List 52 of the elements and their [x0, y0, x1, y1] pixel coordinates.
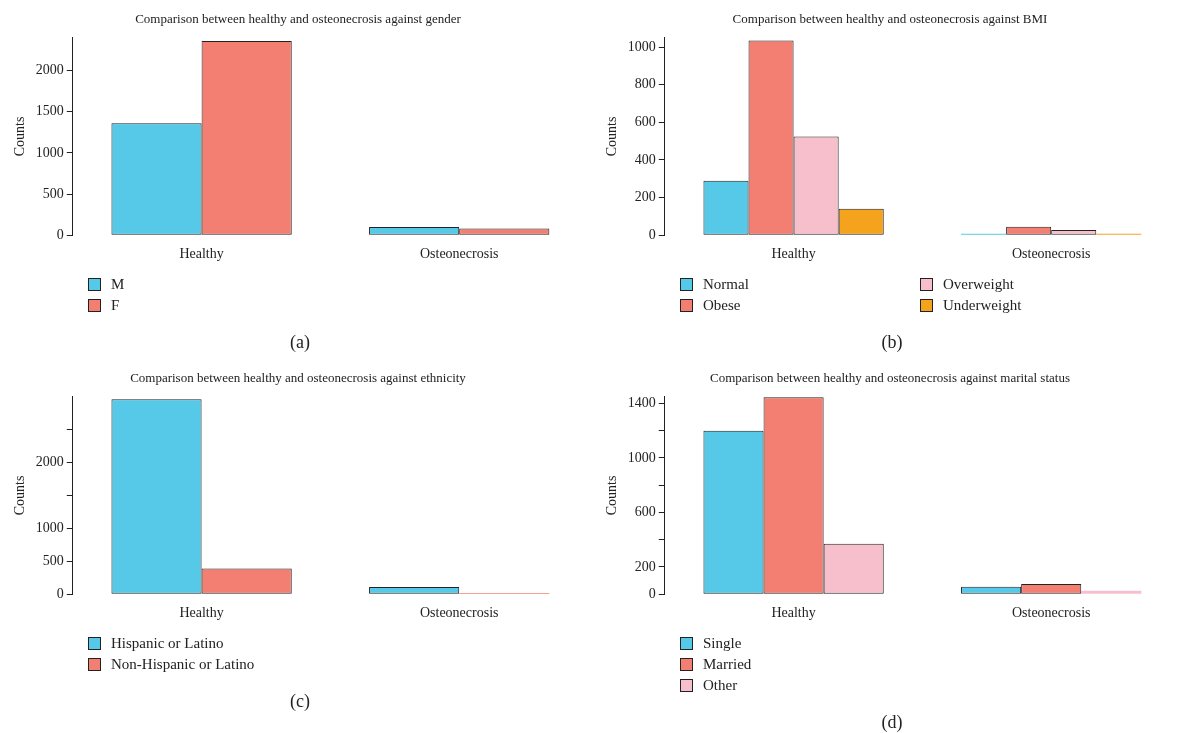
legend-label: Single [703, 635, 742, 652]
legend-label: M [111, 276, 125, 293]
y-tick-label: 500 [42, 185, 64, 201]
y-tick-label: 0 [56, 585, 64, 601]
y-tick-label: 1500 [35, 103, 64, 119]
y-tick-label: 600 [634, 113, 656, 129]
x-tick-label: Osteonecrosis [1011, 605, 1091, 621]
text: (d) [880, 712, 904, 733]
legend-label: Underweight [943, 297, 1022, 314]
y-tick-label: 0 [56, 226, 64, 242]
x-tick-label: Healthy [179, 605, 224, 621]
chart-title: Comparison between healthy and osteonecrosis against gender [135, 11, 462, 27]
y-tick-label: 1000 [35, 144, 64, 160]
text: (c) [289, 691, 311, 712]
y-axis-title: Counts [12, 116, 28, 157]
y-tick-label: 200 [634, 189, 656, 205]
x-tick-label: Healthy [771, 246, 816, 262]
text: (a) [289, 332, 311, 353]
y-tick-label: 0 [648, 226, 656, 242]
x-tick-label: Osteonecrosis [1011, 246, 1091, 262]
legend-label: Obese [703, 297, 741, 314]
y-tick-label: 600 [634, 504, 656, 520]
y-tick-label: 800 [634, 76, 656, 92]
x-tick-label: Osteonecrosis [419, 605, 499, 621]
legend-label: Married [703, 656, 752, 673]
chart-title: Comparison between healthy and osteonecrosis against ethnicity [130, 370, 467, 386]
y-tick-label: 2000 [35, 454, 64, 470]
x-tick-label: Healthy [771, 605, 816, 621]
chart-title: Comparison between healthy and osteonecrosis against BMI [732, 11, 1048, 27]
legend-label: Overweight [943, 276, 1014, 293]
y-tick-label: 0 [648, 585, 656, 601]
y-tick-label: 1400 [627, 395, 656, 411]
bar [1081, 590, 1142, 594]
legend-label: Non-Hispanic or Latino [111, 656, 255, 673]
x-tick-label: Healthy [179, 246, 224, 262]
chart-title: Comparison between healthy and osteonecrosis against marital status [710, 370, 1070, 386]
legend-label: F [111, 297, 120, 314]
legend-label: Normal [703, 276, 749, 293]
y-tick-label: 200 [634, 558, 656, 574]
y-tick-label: 2000 [35, 62, 64, 78]
legend-label: Other [703, 677, 738, 694]
x-tick-label: Osteonecrosis [419, 246, 499, 262]
y-tick-label: 1000 [627, 449, 656, 465]
y-axis-title: Counts [12, 475, 28, 516]
y-axis-title: Counts [604, 116, 620, 157]
y-tick-label: 1000 [627, 38, 656, 54]
y-tick-label: 1000 [35, 520, 64, 536]
y-axis-title: Counts [604, 475, 620, 516]
y-tick-label: 400 [634, 151, 656, 167]
text: (b) [880, 332, 904, 353]
legend-label: Hispanic or Latino [111, 635, 224, 652]
y-tick-label: 500 [42, 552, 64, 568]
